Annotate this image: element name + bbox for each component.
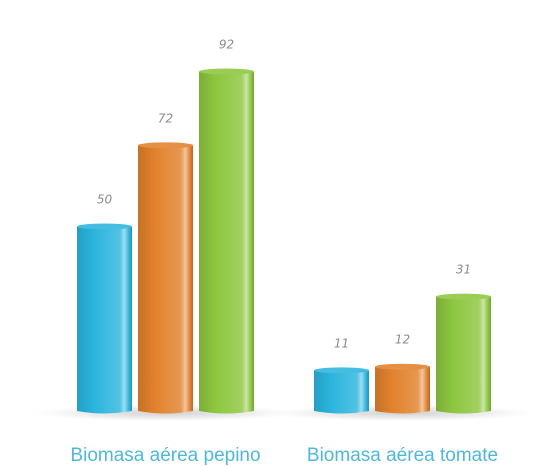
data-label: 12 <box>395 333 410 347</box>
category-label-pepino: Biomasa aérea pepino <box>70 445 260 466</box>
bar-tomate-1 <box>314 367 369 414</box>
bar-pepino-1 <box>77 223 132 414</box>
data-label: 92 <box>219 38 234 52</box>
data-label: 31 <box>456 263 471 277</box>
bar-tomate-2 <box>375 363 430 414</box>
bar-pepino-2 <box>138 142 193 414</box>
bar-tomate-3 <box>436 293 491 414</box>
bar-pepino-3 <box>199 68 254 414</box>
data-label: 72 <box>158 111 173 125</box>
data-label: 50 <box>97 193 113 207</box>
category-label-tomate: Biomasa aérea tomate <box>307 445 498 466</box>
data-label: 11 <box>334 336 349 350</box>
